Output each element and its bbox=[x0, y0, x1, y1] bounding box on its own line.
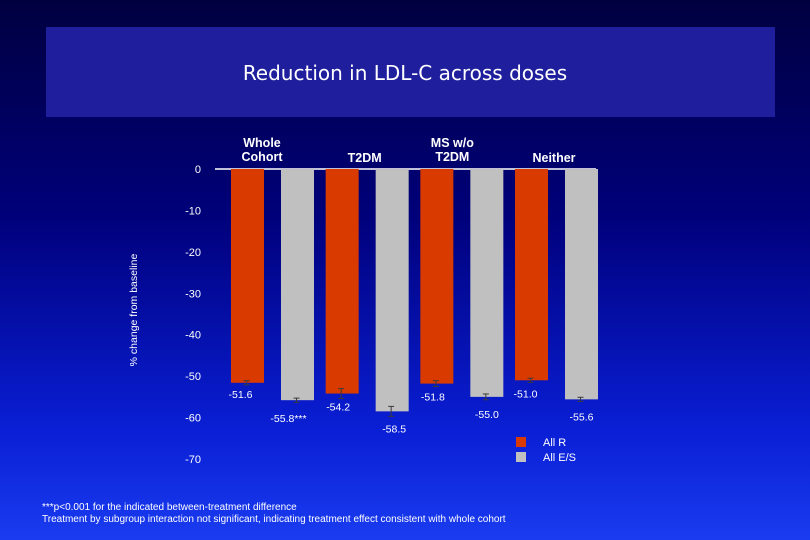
y-tick-label: 0 bbox=[195, 164, 201, 176]
category-label: Neither bbox=[532, 151, 575, 165]
category-label: MS w/o bbox=[431, 136, 474, 150]
bar bbox=[515, 169, 549, 381]
category-label: Whole bbox=[243, 136, 281, 150]
legend-label: All R bbox=[543, 437, 566, 449]
data-label: -51.0 bbox=[514, 388, 538, 400]
bar bbox=[420, 169, 454, 384]
y-tick-label: -60 bbox=[185, 413, 201, 425]
category-label: Cohort bbox=[242, 150, 284, 164]
y-tick-label: -30 bbox=[185, 288, 201, 300]
data-label: -54.2 bbox=[326, 402, 350, 414]
y-axis-label: % change from baseline bbox=[128, 254, 140, 367]
footnote-interaction: Treatment by subgroup interaction not si… bbox=[42, 514, 506, 525]
bar bbox=[281, 169, 314, 401]
data-label: -55.0 bbox=[475, 409, 499, 421]
y-tick-label: -50 bbox=[185, 371, 201, 383]
y-tick-label: -40 bbox=[185, 330, 201, 342]
bar bbox=[325, 169, 359, 394]
data-label: -58.5 bbox=[382, 423, 406, 435]
category-label: T2DM bbox=[348, 151, 382, 165]
y-tick-label: -20 bbox=[185, 247, 201, 259]
bar bbox=[470, 169, 504, 397]
data-label: -55.8*** bbox=[270, 413, 306, 425]
y-tick-label: -10 bbox=[185, 205, 201, 217]
legend-swatch bbox=[516, 437, 526, 447]
legend-swatch bbox=[516, 452, 526, 462]
bar bbox=[375, 169, 409, 412]
footnote-significance: ***p<0.001 for the indicated between-tre… bbox=[42, 502, 297, 513]
title-banner bbox=[46, 27, 775, 117]
bar bbox=[231, 169, 264, 383]
chart-title: Reduction in LDL-C across doses bbox=[242, 61, 568, 85]
data-label: -51.6 bbox=[229, 389, 253, 401]
data-label: -55.6 bbox=[570, 411, 594, 423]
data-label: -51.8 bbox=[421, 392, 445, 404]
category-label: T2DM bbox=[435, 150, 469, 164]
y-tick-label: -70 bbox=[185, 454, 201, 466]
bar bbox=[565, 169, 599, 400]
legend-label: All E/S bbox=[543, 452, 576, 464]
